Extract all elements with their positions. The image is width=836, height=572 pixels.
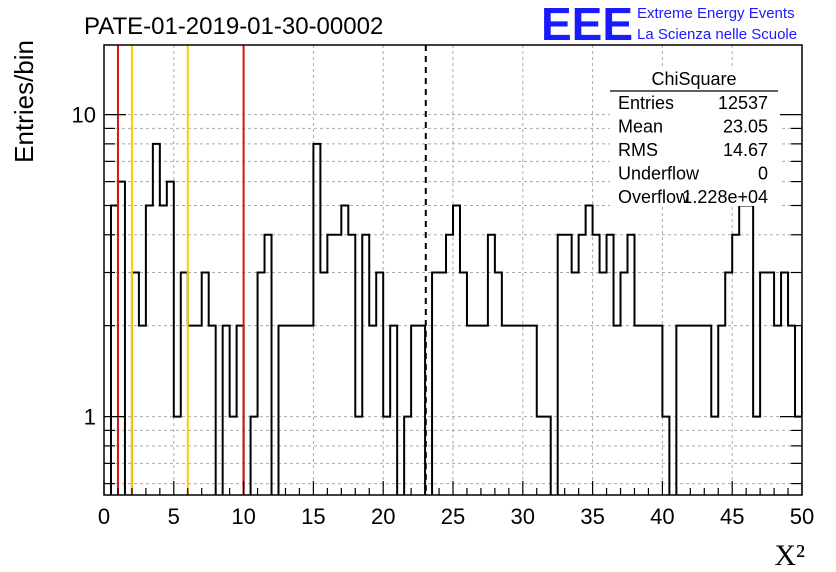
stats-label: Underflow	[618, 164, 700, 184]
stats-label: Mean	[618, 117, 663, 137]
x-axis-label: X²	[774, 539, 805, 572]
stats-label: Overflow	[618, 187, 690, 207]
y-tick-label: 10	[72, 103, 96, 128]
y-axis-label: Entries/bin	[9, 40, 39, 163]
stats-value: 23.05	[723, 117, 768, 137]
x-tick-label: 15	[301, 504, 325, 529]
x-tick-label: 5	[168, 504, 180, 529]
logo-line-2: La Scienza nelle Scuole	[637, 26, 797, 43]
logo-line-1: Extreme Energy Events	[637, 5, 795, 22]
stats-box: ChiSquare Entries 12537 Mean 23.05 RMS 14.67 U…	[610, 66, 780, 207]
stats-value: 1.228e+04	[682, 187, 768, 207]
stats-title: ChiSquare	[651, 69, 736, 89]
axis-ticks	[103, 113, 803, 495]
stats-label: Entries	[618, 93, 674, 113]
eee-logo: EEE	[541, 0, 633, 50]
stats-value: 12537	[718, 93, 768, 113]
x-tick-label: 40	[650, 504, 674, 529]
x-tick-label: 45	[720, 504, 744, 529]
x-tick-label: 25	[441, 504, 465, 529]
stats-box-background	[610, 66, 780, 206]
stats-value: 14.67	[723, 140, 768, 160]
x-tick-label: 30	[511, 504, 535, 529]
x-tick-label: 20	[371, 504, 395, 529]
stats-label: RMS	[618, 140, 658, 160]
y-tick-label: 1	[84, 405, 96, 430]
histogram	[109, 142, 802, 495]
grid	[104, 45, 802, 495]
plot-title: PATE-01-2019-01-30-00002	[84, 13, 383, 40]
x-tick-label: 10	[231, 504, 255, 529]
stats-value: 0	[758, 164, 768, 184]
histogram-line	[109, 142, 802, 495]
tick-labels: 0 5 10 15 20 25 30 35 40 45 50 1 10	[72, 103, 815, 529]
reference-lines	[116, 45, 427, 495]
x-tick-label: 0	[98, 504, 110, 529]
x-tick-label: 50	[790, 504, 814, 529]
x-tick-label: 35	[580, 504, 604, 529]
